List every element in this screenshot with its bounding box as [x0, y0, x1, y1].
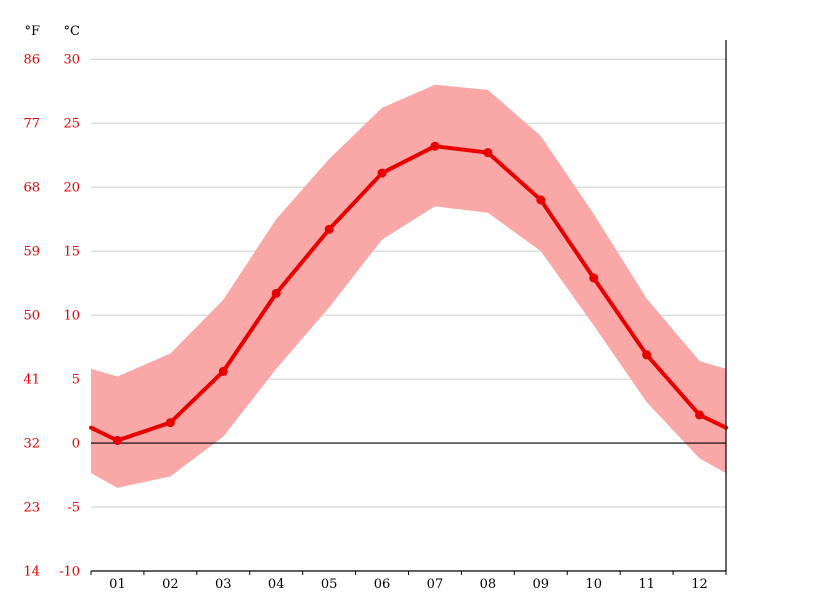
fahrenheit-tick-label-23: 23: [23, 501, 40, 516]
celsius-tick-label-5: 5: [72, 373, 80, 388]
data-point-01: [112, 435, 122, 445]
mean-temperature-line: [89, 144, 728, 443]
month-label-03: 03: [215, 577, 232, 592]
fahrenheit-tick-label-14: 14: [23, 565, 40, 580]
fahrenheit-tick-label-68: 68: [23, 181, 40, 196]
celsius-tick-label-10: 10: [63, 309, 80, 324]
fahrenheit-tick-label-86: 86: [23, 53, 40, 68]
fahrenheit-tick-label-32: 32: [23, 437, 40, 452]
month-label-12: 12: [691, 577, 708, 592]
data-point-07: [430, 141, 440, 151]
month-label-06: 06: [374, 577, 391, 592]
celsius-tick-label-0: 0: [72, 437, 80, 452]
data-point-05: [324, 224, 334, 234]
fahrenheit-axis-title: °F: [24, 24, 40, 39]
month-label-11: 11: [638, 577, 655, 592]
celsius-tick-label-15: 15: [63, 245, 80, 260]
month-label-08: 08: [480, 577, 497, 592]
celsius-tick-label-20: 20: [63, 181, 80, 196]
data-point-09: [536, 195, 546, 205]
fahrenheit-tick-label-41: 41: [23, 373, 40, 388]
celsius-tick-label-25: 25: [63, 117, 80, 132]
data-point-03: [218, 366, 228, 376]
month-label-10: 10: [585, 577, 602, 592]
month-label-04: 04: [268, 577, 285, 592]
month-label-01: 01: [109, 577, 126, 592]
data-point-11: [642, 350, 652, 360]
temperature-range-band: [91, 84, 726, 488]
data-point-04: [271, 288, 281, 298]
fahrenheit-tick-label-77: 77: [23, 117, 40, 132]
celsius-tick-label-30: 30: [63, 53, 80, 68]
month-label-07: 07: [427, 577, 444, 592]
month-label-09: 09: [533, 577, 550, 592]
data-point-02: [165, 418, 175, 428]
data-point-10: [589, 273, 599, 283]
celsius-axis-title: °C: [63, 24, 80, 39]
data-point-12: [695, 410, 705, 420]
data-point-08: [483, 148, 493, 158]
fahrenheit-tick-label-50: 50: [23, 309, 40, 324]
celsius-tick-label--10: -10: [59, 565, 80, 580]
data-point-06: [377, 168, 387, 178]
month-label-05: 05: [321, 577, 338, 592]
fahrenheit-tick-label-59: 59: [23, 245, 40, 260]
month-label-02: 02: [162, 577, 179, 592]
celsius-tick-label--5: -5: [67, 501, 80, 516]
